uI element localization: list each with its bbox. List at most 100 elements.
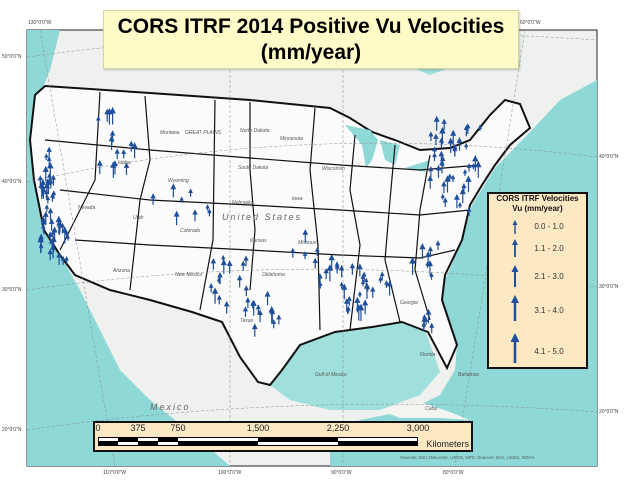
map-title: CORS ITRF 2014 Positive Vu Velocities (m… (103, 10, 519, 69)
station-velocity-arrow (44, 153, 49, 160)
station-velocity-arrow (50, 230, 55, 237)
station-velocity-arrow (466, 206, 472, 216)
place-label: Kansas (250, 238, 267, 244)
station-velocity-arrow (346, 305, 351, 314)
place-label: Missouri (298, 240, 317, 246)
station-velocity-arrow (173, 210, 180, 226)
lon-label: 130°0'0"W (28, 20, 52, 26)
station-velocity-arrow (439, 159, 445, 174)
scale-tick: 0 (95, 423, 101, 433)
station-velocity-arrow (355, 303, 362, 321)
lat-label: 40°0'0"N (2, 179, 22, 185)
place-label: Georgia (400, 300, 418, 306)
station-velocity-arrow (205, 204, 210, 211)
station-velocity-arrow (334, 263, 340, 274)
station-velocity-arrow (38, 243, 44, 252)
place-label: Utah (133, 215, 144, 221)
station-velocity-arrow (221, 254, 226, 262)
station-velocity-arrow (170, 183, 177, 198)
title-line-1: CORS ITRF 2014 Positive Vu Velocities (117, 15, 505, 38)
station-velocity-arrow (428, 166, 434, 178)
station-velocity-arrow (216, 294, 222, 305)
station-velocity-arrow (432, 152, 437, 162)
station-velocity-arrow (362, 299, 369, 315)
gulf-of-mexico (270, 322, 440, 410)
legend-label: 1.1 - 2.0 (534, 244, 564, 253)
station-velocity-arrow (363, 282, 371, 299)
station-velocity-arrow (461, 182, 467, 194)
station-velocity-arrow (425, 250, 432, 267)
station-velocity-arrow (453, 193, 460, 209)
station-velocity-arrow (425, 308, 432, 324)
station-velocity-arrow (444, 175, 451, 193)
station-velocity-arrow (439, 127, 446, 145)
station-velocity-arrow (104, 108, 110, 122)
station-velocity-arrow (438, 150, 445, 164)
station-velocity-arrow (447, 173, 453, 181)
station-velocity-arrow (349, 262, 356, 275)
station-velocity-arrow (465, 175, 472, 193)
station-velocity-arrow (302, 229, 309, 243)
legend-label: 0.0 - 1.0 (534, 222, 564, 231)
arrow-icon (511, 265, 519, 287)
station-velocity-arrow (242, 306, 249, 317)
station-velocity-arrow (51, 190, 57, 200)
station-velocity-arrow (243, 255, 249, 267)
arrow-icon (512, 239, 518, 257)
lat-label: 20°0'0"N (2, 427, 22, 433)
lon-label: 100°0'0"W (218, 470, 242, 476)
station-velocity-arrow (216, 277, 222, 284)
station-velocity-arrow (207, 208, 212, 217)
station-velocity-arrow (450, 129, 457, 146)
station-velocity-arrow (150, 193, 156, 205)
place-label: South Dakota (238, 165, 269, 171)
station-velocity-arrow (37, 175, 43, 186)
station-velocity-arrow (49, 238, 55, 250)
station-velocity-arrow (354, 296, 361, 313)
place-label: Nebraska (232, 200, 254, 206)
station-velocity-arrow (59, 222, 66, 234)
station-velocity-arrow (379, 271, 385, 281)
station-velocity-arrow (43, 182, 51, 199)
station-velocity-arrow (57, 222, 63, 233)
station-velocity-arrow (346, 295, 352, 306)
station-velocity-arrow (440, 193, 445, 200)
station-velocity-arrow (361, 271, 367, 282)
station-velocity-arrow (95, 115, 101, 125)
station-velocity-arrow (217, 272, 223, 285)
station-velocity-arrow (457, 202, 463, 209)
lon-label: 60°0'0"W (520, 20, 541, 26)
station-velocity-arrow (42, 165, 49, 182)
station-arrows (37, 106, 483, 337)
station-velocity-arrow (251, 323, 258, 337)
station-velocity-arrow (312, 257, 318, 269)
station-velocity-arrow (211, 287, 219, 304)
station-velocity-arrow (44, 204, 50, 212)
station-velocity-arrow (226, 260, 233, 274)
station-velocity-arrow (64, 230, 69, 237)
station-velocity-arrow (370, 286, 376, 298)
station-velocity-arrow (409, 257, 416, 275)
station-velocity-arrow (466, 163, 472, 172)
station-velocity-arrow (131, 142, 138, 159)
station-velocity-arrow (210, 257, 217, 270)
station-velocity-arrow (121, 149, 127, 159)
station-velocity-arrow (452, 143, 458, 157)
scale-tick: 750 (170, 423, 186, 433)
station-velocity-arrow (269, 308, 276, 322)
station-velocity-arrow (314, 246, 320, 256)
station-velocity-arrow (109, 130, 116, 143)
station-velocity-arrow (365, 285, 370, 292)
pacific-ocean (27, 30, 230, 466)
station-velocity-arrow (360, 279, 366, 287)
lon-label: 90°0'0"W (331, 470, 352, 476)
lat-label: 20°0'0"N (599, 409, 619, 415)
place-label: Montana (160, 130, 180, 136)
station-velocity-arrow (50, 174, 56, 186)
scale-unit: Kilometers (426, 439, 469, 449)
arrow-icon (510, 333, 520, 363)
station-velocity-arrow (179, 196, 184, 203)
station-velocity-arrow (65, 234, 71, 241)
station-velocity-arrow (56, 251, 62, 265)
place-label: Oklahoma (262, 272, 285, 278)
